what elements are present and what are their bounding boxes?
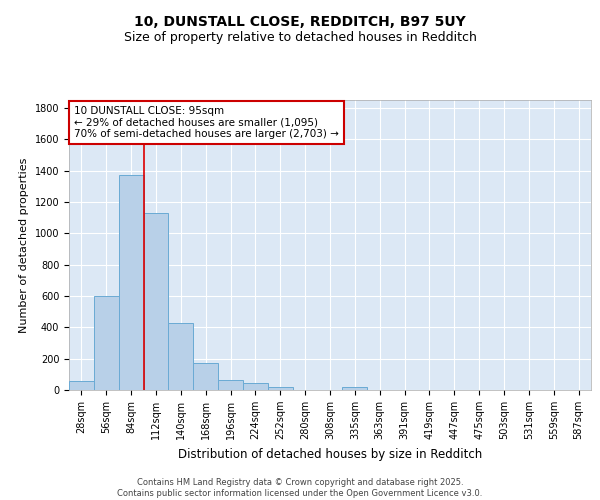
Text: Contains HM Land Registry data © Crown copyright and database right 2025.
Contai: Contains HM Land Registry data © Crown c… (118, 478, 482, 498)
Bar (119, 175, 143, 390)
Bar (243, 383, 268, 390)
Text: 10, DUNSTALL CLOSE, REDDITCH, B97 5UY: 10, DUNSTALL CLOSE, REDDITCH, B97 5UY (134, 16, 466, 30)
Bar (193, 362, 218, 390)
Bar (169, 322, 193, 390)
Bar (218, 380, 243, 390)
Y-axis label: Number of detached properties: Number of detached properties (19, 158, 29, 332)
Bar (143, 213, 169, 390)
X-axis label: Distribution of detached houses by size in Redditch: Distribution of detached houses by size … (178, 448, 482, 460)
Text: 10 DUNSTALL CLOSE: 95sqm
← 29% of detached houses are smaller (1,095)
70% of sem: 10 DUNSTALL CLOSE: 95sqm ← 29% of detach… (74, 106, 339, 139)
Bar (94, 296, 119, 390)
Text: Size of property relative to detached houses in Redditch: Size of property relative to detached ho… (124, 31, 476, 44)
Bar (343, 387, 367, 390)
Bar (268, 387, 293, 390)
Bar (69, 382, 94, 390)
